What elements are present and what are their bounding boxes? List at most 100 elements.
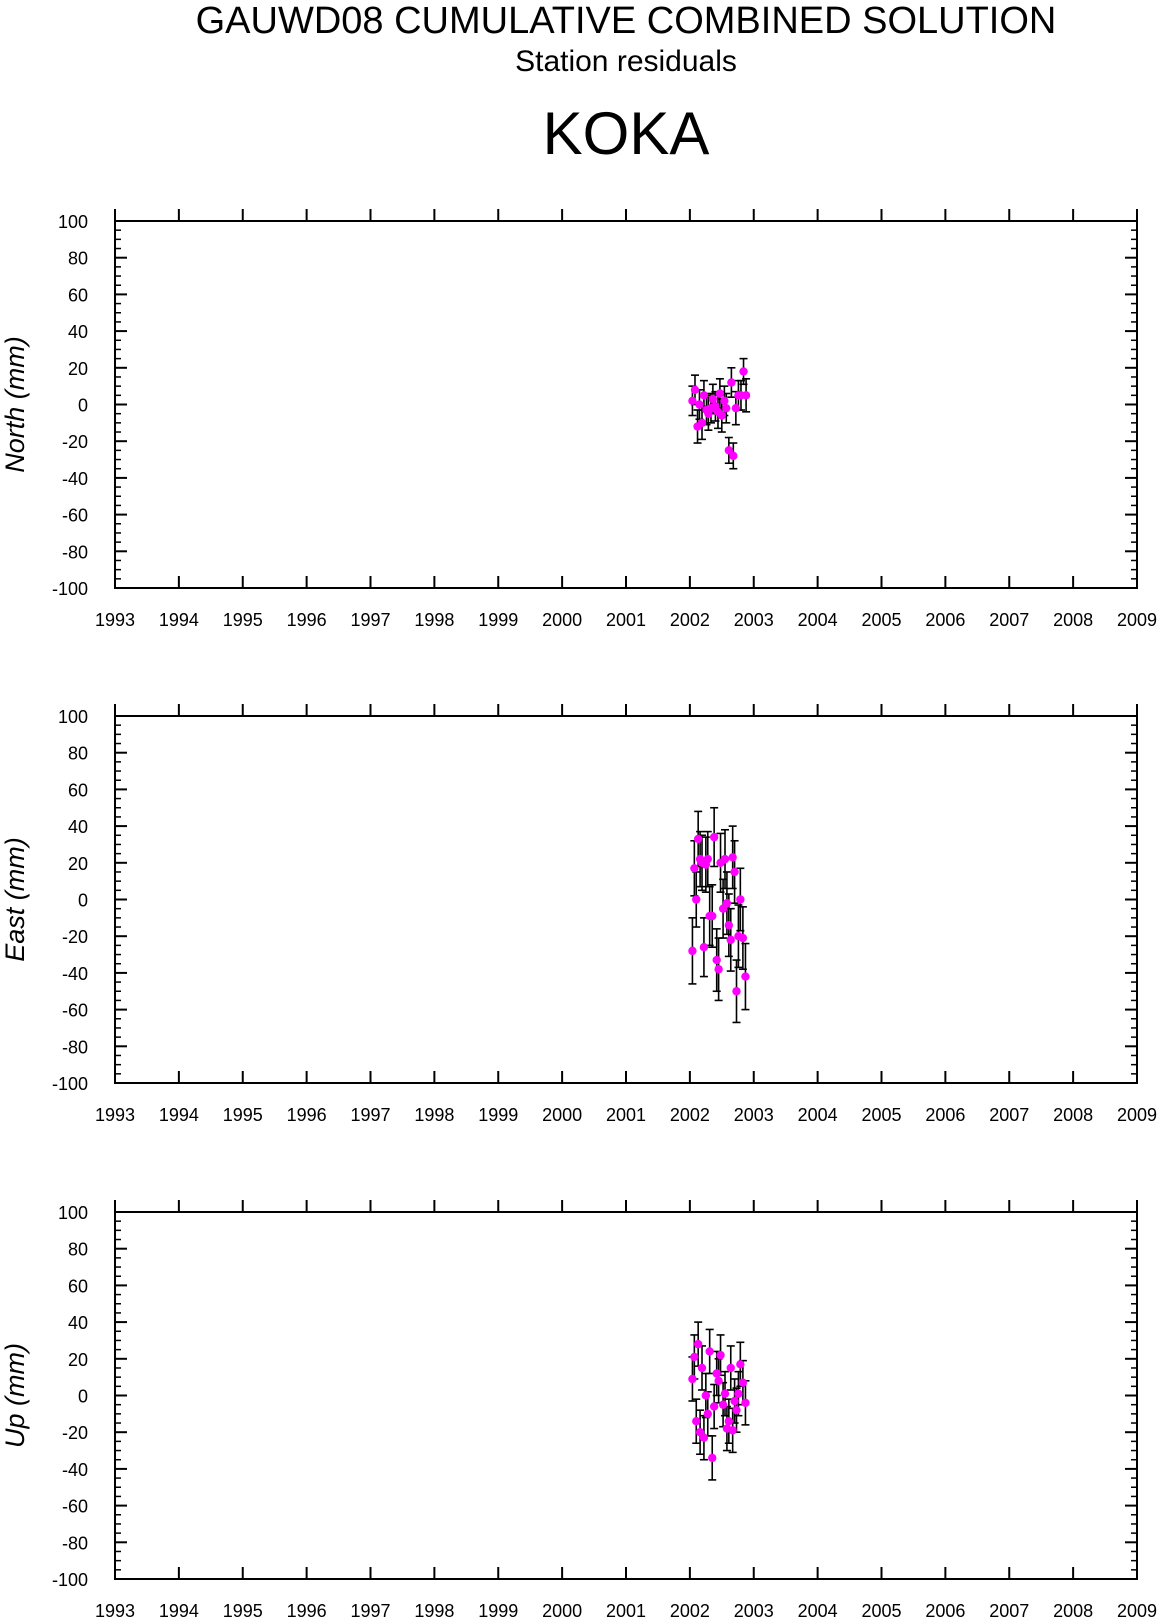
north-x-tick-label: 2008 xyxy=(1053,610,1093,630)
east-data-point xyxy=(741,972,750,981)
north-x-tick-label: 1999 xyxy=(478,610,518,630)
north-y-tick-label: 60 xyxy=(68,285,88,305)
north-x-tick-label: 1997 xyxy=(350,610,390,630)
up-x-tick-label: 1997 xyxy=(350,1601,390,1621)
north-data-point xyxy=(722,403,731,413)
up-y-tick-label: 40 xyxy=(68,1313,88,1333)
east-y-tick-label: 60 xyxy=(68,780,88,800)
north-data-point xyxy=(699,391,709,400)
east-x-tick-label: 1994 xyxy=(159,1105,199,1125)
north-data-point xyxy=(717,411,727,420)
up-x-tick-label: 2009 xyxy=(1117,1601,1157,1621)
up-x-tick-label: 2008 xyxy=(1053,1601,1093,1621)
east-data-point xyxy=(738,933,748,943)
up-y-tick-label: 100 xyxy=(58,1203,88,1223)
east-x-tick-label: 2007 xyxy=(989,1105,1029,1125)
east-data-point xyxy=(722,898,732,908)
up-data-point xyxy=(736,1360,745,1369)
up-x-tick-label: 2005 xyxy=(861,1601,901,1621)
east-x-tick-label: 1998 xyxy=(414,1105,454,1125)
north-y-tick-label: -20 xyxy=(62,432,88,452)
north-data-point xyxy=(741,391,751,400)
north-y-tick-label: 40 xyxy=(68,322,88,342)
east-data-point xyxy=(714,965,723,974)
north-x-tick-label: 2006 xyxy=(925,610,965,630)
east-x-tick-label: 1995 xyxy=(223,1105,263,1125)
north-panel: North (mm) 1993 1994 1995 1996 1997 1998 1999 20… xyxy=(0,209,1157,630)
north-data-point xyxy=(690,385,700,395)
up-data-point xyxy=(692,1416,701,1426)
east-x-tick-label: 2009 xyxy=(1117,1105,1157,1125)
north-x-tick-label: 1996 xyxy=(287,610,327,630)
up-data-point xyxy=(738,1378,748,1387)
up-data-point xyxy=(732,1405,741,1415)
east-data-point xyxy=(732,987,741,996)
east-x-tick-label: 2000 xyxy=(542,1105,582,1125)
east-y-tick-label: 100 xyxy=(58,707,88,727)
east-y-tick-label: -100 xyxy=(52,1074,88,1094)
north-data-point xyxy=(715,389,725,398)
up-x-tick-label: 1993 xyxy=(95,1601,135,1621)
north-x-tick-label: 2000 xyxy=(542,610,582,630)
east-data-point xyxy=(693,834,703,844)
up-data-point xyxy=(730,1396,739,1406)
north-data-point xyxy=(729,451,738,461)
east-data-point xyxy=(690,864,699,873)
north-data-point xyxy=(697,418,707,428)
up-y-tick-label: -100 xyxy=(52,1570,88,1590)
up-x-tick-label: 2000 xyxy=(542,1601,582,1621)
east-data-point xyxy=(726,935,735,945)
up-data-point xyxy=(714,1376,723,1386)
east-x-tick-label: 2002 xyxy=(670,1105,710,1125)
up-data-point xyxy=(741,1398,750,1408)
station-name: KOKA xyxy=(543,100,710,167)
east-y-tick-label: -40 xyxy=(62,964,88,984)
north-y-tick-label: -100 xyxy=(52,579,88,599)
up-x-tick-label: 2006 xyxy=(925,1601,965,1621)
east-data-point xyxy=(688,946,697,956)
up-data-point xyxy=(724,1416,734,1426)
north-y-tick-label: 0 xyxy=(78,396,88,416)
east-y-tick-label: -60 xyxy=(62,1001,88,1021)
figure-subtitle: Station residuals xyxy=(515,45,737,78)
up-data-point xyxy=(726,1363,735,1373)
east-data-point xyxy=(728,853,737,862)
up-data-point xyxy=(690,1352,699,1362)
north-data-point xyxy=(708,394,718,404)
up-y-tick-label: 80 xyxy=(68,1240,88,1260)
up-y-tick-label: -40 xyxy=(62,1460,88,1480)
north-y-axis-label: North (mm) xyxy=(0,336,30,473)
east-x-tick-label: 1996 xyxy=(287,1105,327,1125)
east-data-point xyxy=(730,867,739,877)
east-y-tick-label: 20 xyxy=(68,854,88,874)
north-data-point xyxy=(688,396,697,406)
east-data-point xyxy=(703,854,712,864)
up-data-point xyxy=(699,1433,709,1442)
east-x-tick-label: 1999 xyxy=(478,1105,518,1125)
east-y-axis-label: East (mm) xyxy=(0,837,30,962)
east-panel: East (mm)1993 1994 1995 1996 1997 1998 1999 200… xyxy=(0,704,1157,1125)
north-y-tick-label: -60 xyxy=(62,506,88,526)
up-data-point xyxy=(708,1453,717,1463)
east-x-tick-label: 1993 xyxy=(95,1105,135,1125)
east-data-point xyxy=(736,895,745,904)
north-x-tick-label: 1993 xyxy=(95,610,135,630)
up-x-tick-label: 1995 xyxy=(223,1601,263,1621)
east-y-tick-label: -80 xyxy=(62,1037,88,1057)
up-y-tick-label: 20 xyxy=(68,1350,88,1370)
north-x-tick-label: 2004 xyxy=(798,610,838,630)
up-y-axis-label: Up (mm) xyxy=(0,1343,30,1448)
east-x-tick-label: 2004 xyxy=(798,1105,838,1125)
east-y-tick-label: 40 xyxy=(68,817,88,837)
east-y-tick-label: -20 xyxy=(62,927,88,947)
up-y-tick-label: -60 xyxy=(62,1497,88,1517)
north-data-point xyxy=(727,378,736,387)
north-x-tick-label: 2002 xyxy=(670,610,710,630)
up-data-point xyxy=(701,1391,711,1400)
up-data-point xyxy=(716,1350,725,1360)
north-data-point xyxy=(695,400,704,409)
north-data-point xyxy=(739,367,748,376)
up-plot-frame xyxy=(114,1211,1138,1580)
east-data-point xyxy=(708,911,717,921)
